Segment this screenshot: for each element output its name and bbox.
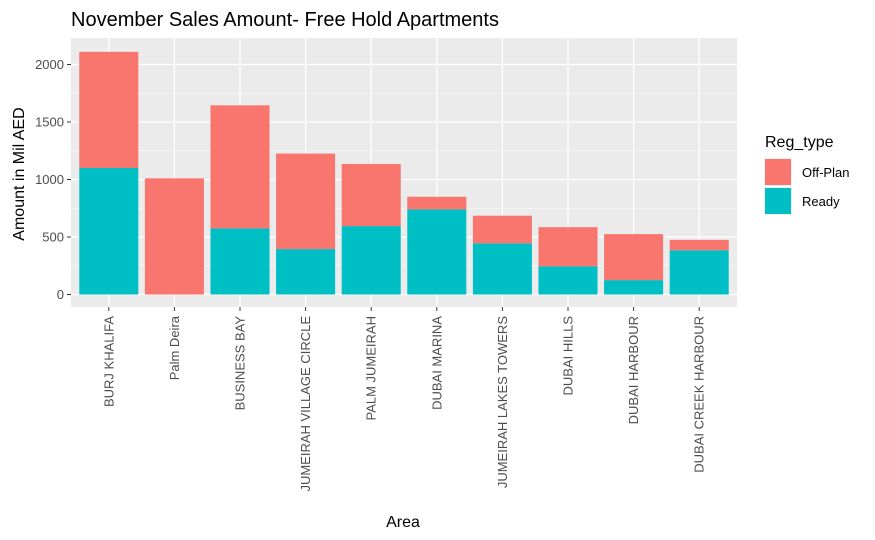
legend: Reg_type Off-Plan Ready <box>764 134 849 215</box>
bar-ready <box>538 266 598 295</box>
y-axis-title: Amount in Mil AED <box>11 107 28 240</box>
bar-off-plan <box>604 234 664 281</box>
legend-key-swatch <box>765 188 791 214</box>
bar-off-plan <box>210 105 270 229</box>
x-tick-label: BURJ KHALIFA <box>101 316 116 407</box>
x-axis: BURJ KHALIFA Palm Deira BUSINESS BAY JUMEIR… <box>101 307 707 492</box>
y-tick-label: 1000 <box>35 172 64 187</box>
bar-off-plan <box>669 239 729 251</box>
legend-label: Off-Plan <box>802 165 849 180</box>
y-tick-label: 0 <box>57 287 64 302</box>
bar-ready <box>341 226 401 295</box>
x-tick-label: DUBAI HILLS <box>561 316 576 396</box>
bar-ready <box>276 249 336 295</box>
bar-ready <box>210 228 270 295</box>
y-tick-label: 500 <box>42 230 64 245</box>
bar-off-plan <box>144 178 204 295</box>
x-tick-label: PALM JUMEIRAH <box>364 316 379 421</box>
x-tick-label: DUBAI HARBOUR <box>626 316 641 424</box>
chart-title: November Sales Amount- Free Hold Apartme… <box>71 9 499 31</box>
y-tick-label: 2000 <box>35 57 64 72</box>
bar-ready <box>407 209 467 295</box>
x-tick-label: DUBAI CREEK HARBOUR <box>692 316 707 473</box>
bar-ready <box>669 250 729 295</box>
bar-off-plan <box>407 196 467 210</box>
bar-off-plan <box>79 51 139 168</box>
bar-off-plan <box>341 163 401 227</box>
x-tick-label: JUMEIRAH LAKES TOWERS <box>495 316 510 488</box>
bar-off-plan <box>276 153 336 250</box>
bar-off-plan <box>538 227 598 267</box>
bar-ready <box>79 168 139 295</box>
x-tick-label: DUBAI MARINA <box>429 316 444 410</box>
bar-ready <box>472 243 532 295</box>
x-axis-title: Area <box>386 514 420 531</box>
x-tick-label: JUMEIRAH VILLAGE CIRCLE <box>298 316 313 492</box>
legend-label: Ready <box>802 194 840 209</box>
y-tick-label: 1500 <box>35 115 64 130</box>
legend-key-swatch <box>765 159 791 185</box>
x-tick-label: BUSINESS BAY <box>233 316 248 411</box>
legend-title: Reg_type <box>765 134 834 151</box>
y-axis: 0 500 1000 1500 2000 <box>35 57 71 302</box>
bar-ready <box>604 280 664 295</box>
bars <box>79 51 729 295</box>
x-tick-label: Palm Deira <box>167 315 182 380</box>
bar-off-plan <box>472 215 532 244</box>
